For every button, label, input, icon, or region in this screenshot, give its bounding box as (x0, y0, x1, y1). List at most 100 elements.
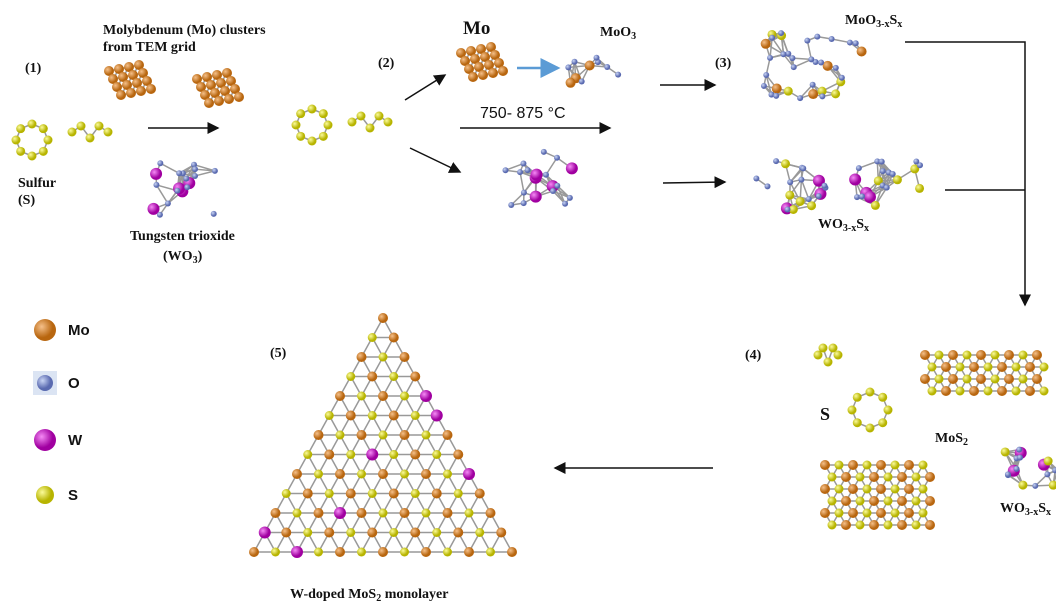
atom (128, 70, 138, 80)
atom (787, 179, 794, 186)
bond (552, 190, 571, 199)
atom (456, 48, 466, 58)
atom (524, 167, 531, 174)
atom (346, 528, 356, 537)
atom (378, 430, 388, 440)
atom (324, 449, 335, 460)
atom (146, 84, 156, 94)
atom (206, 80, 216, 90)
atom (367, 333, 377, 342)
atom (814, 33, 821, 40)
atom (116, 90, 126, 100)
atom (879, 168, 886, 175)
atom (1048, 480, 1056, 490)
atom (378, 313, 388, 323)
bond (858, 160, 878, 169)
atom (147, 202, 160, 215)
atom (948, 350, 958, 360)
atom (383, 117, 393, 127)
atom (546, 180, 559, 193)
arrow (404, 74, 447, 101)
atom (226, 76, 236, 86)
atom (453, 449, 464, 460)
atom (818, 343, 828, 353)
atom (817, 86, 827, 96)
atom (1011, 362, 1021, 372)
atom (769, 34, 776, 41)
atom (918, 508, 928, 518)
label: S (820, 404, 830, 424)
atom (357, 469, 366, 479)
atom (142, 76, 152, 86)
atom (918, 460, 928, 470)
atom (809, 81, 816, 88)
atom (480, 52, 490, 62)
atom (890, 460, 900, 470)
atom (565, 77, 576, 88)
atom (38, 146, 48, 156)
atom (356, 508, 367, 518)
atom (378, 547, 388, 557)
atom (16, 124, 26, 134)
atom (346, 450, 356, 459)
atom (291, 120, 301, 130)
atom (848, 508, 858, 518)
atom (918, 484, 928, 494)
atom (550, 188, 557, 195)
atom (76, 121, 86, 131)
atom (174, 187, 181, 194)
atom (927, 386, 937, 396)
atom (890, 484, 900, 494)
atom (421, 508, 431, 518)
atom (841, 496, 851, 506)
atom (848, 484, 858, 494)
atom (874, 158, 881, 165)
atom (859, 193, 866, 200)
atom (897, 520, 907, 530)
bond (194, 168, 215, 172)
atom (484, 60, 494, 70)
atom (443, 547, 452, 557)
atom (104, 66, 114, 76)
atom (571, 58, 578, 65)
atom (785, 50, 792, 57)
atom (157, 160, 164, 167)
bond (519, 172, 525, 193)
atom (941, 362, 951, 372)
atom (67, 127, 77, 137)
label: WO3-xSx (1000, 501, 1051, 518)
atom (873, 176, 883, 186)
atom (271, 547, 280, 557)
atom (890, 508, 900, 518)
atom (324, 411, 334, 420)
atom (389, 450, 399, 459)
atom (862, 508, 872, 518)
atom (210, 88, 220, 98)
atom (934, 374, 944, 384)
atom (832, 64, 839, 71)
atom (878, 418, 888, 428)
atom (1025, 386, 1035, 396)
atom (313, 508, 324, 518)
atom (807, 201, 817, 211)
atom (904, 508, 914, 518)
atom (430, 409, 443, 422)
atom (347, 117, 357, 127)
atom (399, 430, 410, 440)
atom (822, 60, 833, 71)
atom (855, 520, 865, 530)
atom (805, 196, 812, 203)
atom (821, 182, 828, 189)
atom (883, 520, 893, 530)
atom (883, 496, 893, 506)
atom (475, 528, 485, 537)
atom (410, 449, 421, 460)
bond (194, 170, 216, 177)
atom (846, 39, 853, 46)
atom (763, 72, 770, 79)
atom (615, 71, 622, 78)
atom (378, 508, 388, 518)
atom (43, 135, 53, 145)
label: MoS2 (935, 431, 968, 448)
atom (270, 508, 281, 518)
